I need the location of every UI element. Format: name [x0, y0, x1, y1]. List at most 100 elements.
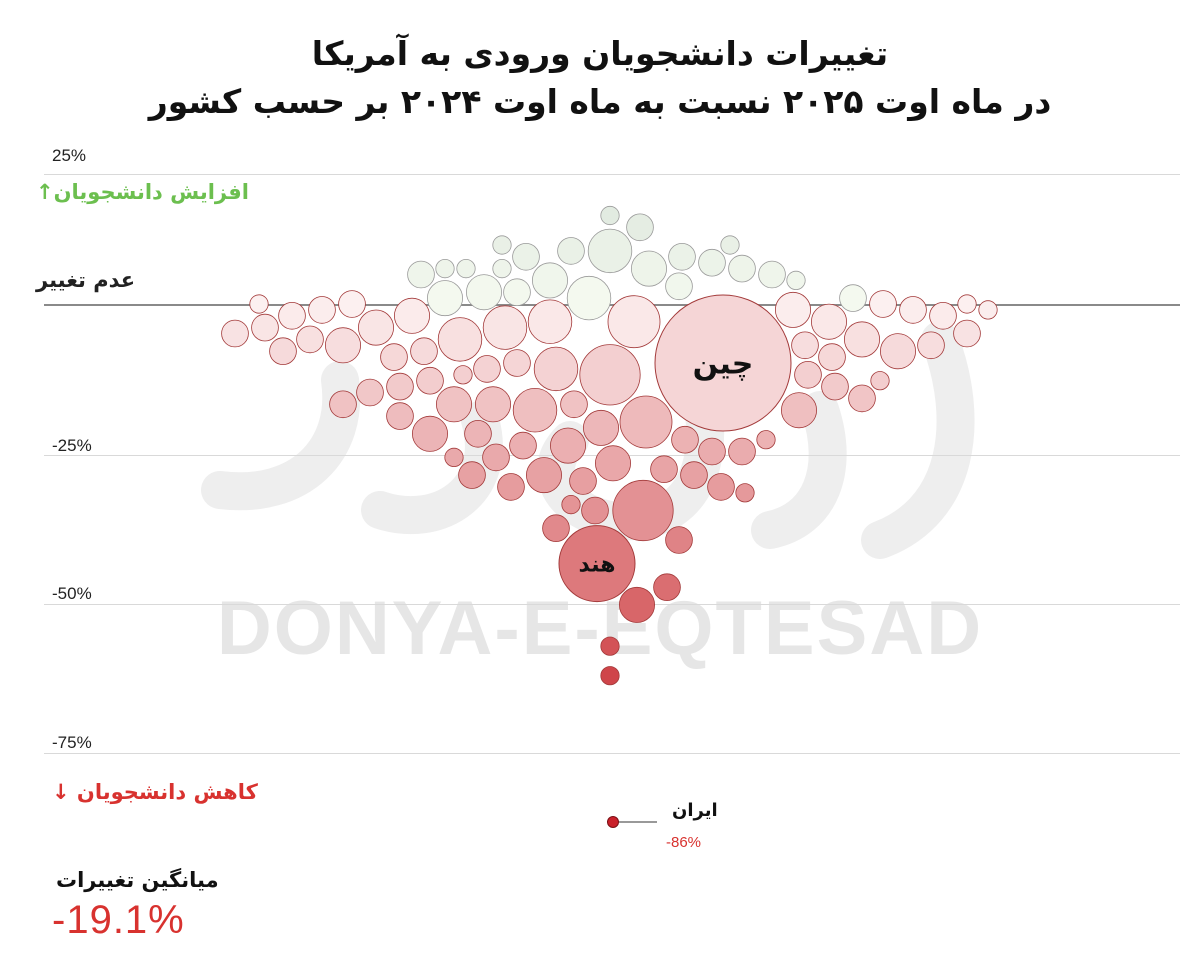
country-bubble [269, 337, 297, 366]
country-bubble [492, 258, 512, 279]
country-bubble [416, 366, 444, 395]
country-bubble [386, 372, 414, 401]
country-bubble [671, 425, 699, 454]
country-bubble [357, 309, 394, 346]
country-bubble [595, 445, 632, 482]
country-bubble [839, 284, 867, 312]
country-bubble [557, 237, 585, 265]
country-bubble [650, 455, 678, 484]
india-bubble [558, 525, 636, 603]
average-value: -19.1% [52, 898, 185, 942]
country-bubble [728, 437, 756, 466]
country-bubble [668, 242, 696, 271]
china-bubble [654, 294, 792, 432]
country-bubble [665, 526, 693, 554]
country-bubble [509, 431, 537, 460]
country-bubble [583, 409, 620, 446]
country-bubble [550, 427, 587, 464]
country-bubble [308, 296, 336, 324]
y-tick-label: -25% [52, 436, 92, 455]
india-bubble-label: هند [579, 552, 616, 577]
country-bubble [929, 301, 957, 330]
country-bubble [474, 386, 511, 423]
country-bubble [775, 291, 812, 328]
country-bubble [631, 250, 668, 287]
country-bubble [818, 343, 846, 371]
country-bubble [473, 355, 501, 383]
country-bubble [221, 319, 249, 348]
country-bubble [791, 331, 819, 360]
gridline [44, 753, 1180, 754]
country-bubble [482, 443, 510, 472]
iran-callout-label: ایران [672, 800, 718, 821]
country-bubble [338, 290, 366, 318]
country-bubble [512, 388, 558, 433]
country-bubble [526, 457, 563, 494]
country-bubble [978, 300, 998, 320]
country-bubble [393, 297, 430, 334]
country-bubble [464, 419, 492, 448]
country-bubble [356, 378, 384, 407]
country-bubble [426, 280, 463, 317]
country-bubble [251, 313, 279, 342]
country-bubble [899, 296, 927, 324]
country-bubble [386, 402, 414, 430]
country-bubble [821, 372, 849, 401]
country-bubble [786, 270, 806, 290]
country-bubble [503, 349, 531, 377]
country-bubble [728, 254, 756, 283]
increase-label-text: افزایش دانشجویان [53, 180, 249, 204]
country-bubble [296, 325, 324, 354]
country-bubble [278, 301, 306, 330]
country-bubble [456, 258, 476, 279]
country-bubble [581, 496, 609, 525]
country-bubble [527, 299, 573, 344]
country-bubble [437, 317, 483, 362]
country-bubble [680, 461, 708, 489]
chart-title-line-1: تغییرات دانشجویان ورودی به آمریکا [311, 34, 889, 73]
country-bubble [329, 390, 357, 419]
country-bubble [411, 415, 448, 452]
country-bubble [880, 333, 917, 370]
country-bubble [542, 514, 570, 542]
country-bubble [758, 260, 786, 289]
country-bubble [444, 447, 464, 467]
country-bubble [458, 461, 486, 489]
country-bubble [465, 274, 502, 311]
country-bubble [612, 479, 674, 542]
country-bubble [698, 437, 726, 466]
chart-title-line-2: در ماه اوت ۲۰۲۵ نسبت به ماه اوت ۲۰۲۴ بر … [148, 82, 1052, 121]
country-bubble [249, 294, 269, 314]
zero-line [44, 304, 1180, 306]
country-bubble [533, 346, 579, 392]
up-arrow-icon: ↑ [36, 180, 54, 204]
y-tick-label: -75% [52, 733, 92, 752]
country-bubble [619, 395, 673, 449]
country-bubble [665, 272, 693, 301]
country-bubble [512, 242, 540, 271]
country-bubble [407, 260, 435, 289]
country-bubble [607, 295, 661, 349]
country-bubble [380, 343, 408, 371]
country-bubble [781, 392, 818, 429]
decrease-label-text: کاهش دانشجویان [76, 780, 258, 804]
country-bubble [569, 467, 597, 495]
decrease-label: کاهش دانشجویان ↓ [52, 780, 258, 804]
country-bubble [579, 344, 641, 406]
country-bubble [848, 384, 876, 413]
country-bubble [794, 360, 822, 389]
country-bubble [532, 262, 569, 299]
country-bubble [600, 205, 620, 226]
country-bubble [600, 636, 620, 656]
country-bubble [917, 331, 945, 360]
down-arrow-icon: ↓ [52, 780, 70, 804]
y-tick-label: -50% [52, 584, 92, 603]
average-label: میانگین تغییرات [56, 868, 219, 892]
country-bubble [410, 337, 438, 366]
gridline [44, 174, 1180, 175]
country-bubble [653, 573, 681, 601]
country-bubble [497, 473, 525, 501]
country-bubble [811, 303, 848, 340]
country-bubble [957, 294, 977, 314]
iran-bubble [607, 816, 619, 828]
